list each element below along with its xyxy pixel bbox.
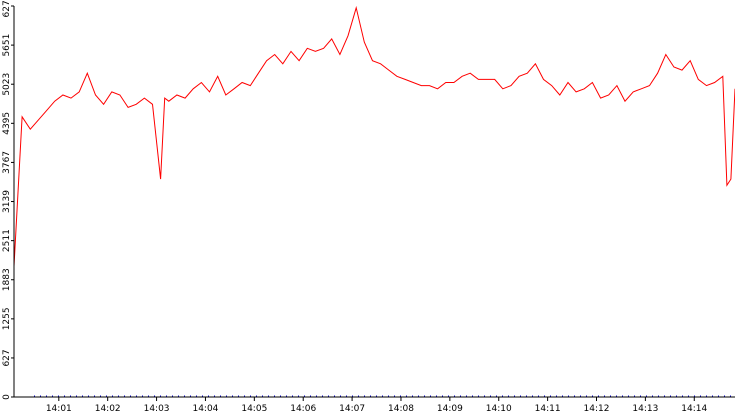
x-tick-label: 14:14: [681, 404, 707, 414]
series-layer: [13, 5, 735, 267]
x-tick-label: 14:02: [95, 404, 121, 414]
x-tick-label: 14:05: [241, 404, 267, 414]
x-tick-label: 14:11: [535, 404, 561, 414]
x-tick-label: 14:08: [388, 404, 414, 414]
x-tick-label: 14:09: [437, 404, 463, 414]
x-axis-ticks: 14:01 14:02 14:03 14:04 14:05 14:06 14:07 14:08…: [46, 397, 708, 414]
x-tick-label: 14:10: [486, 404, 512, 414]
y-tick-label: 3767: [2, 151, 12, 174]
y-tick-label: 6279: [2, 0, 12, 17]
y-tick-label: 2511: [2, 229, 12, 252]
y-tick-label: 1883: [2, 268, 12, 291]
x-tick-label: 14:12: [584, 404, 610, 414]
x-tick-label: 14:04: [192, 404, 218, 414]
y-tick-label: 627: [2, 349, 12, 366]
x-tick-label: 14:01: [46, 404, 72, 414]
y-tick-label: 0: [2, 394, 12, 400]
x-tick-label: 14:06: [290, 404, 316, 414]
x-tick-label: 14:13: [632, 404, 658, 414]
y-tick-label: 1255: [2, 307, 12, 330]
y-axis-ticks: 0 627 1255 1883 2511 3139 3767 4395 5023 5651 6279: [2, 0, 14, 400]
y-tick-label: 5023: [2, 73, 12, 96]
y-tick-label: 3139: [2, 190, 12, 213]
x-tick-label: 14:07: [339, 404, 365, 414]
y-tick-label: 5651: [2, 34, 12, 57]
x-tick-label: 14:03: [144, 404, 170, 414]
series-line: [13, 5, 735, 267]
y-tick-label: 4395: [2, 112, 12, 135]
